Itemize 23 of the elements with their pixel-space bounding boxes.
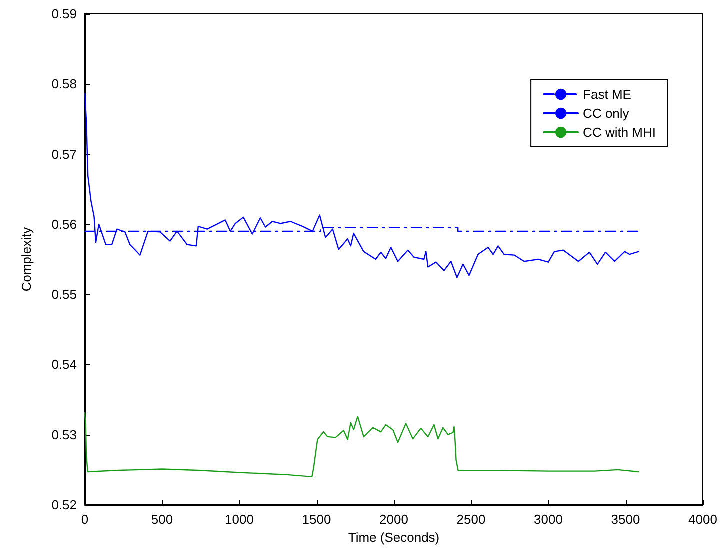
y-tick-label: 0.57 bbox=[52, 146, 77, 162]
x-tick-label: 1000 bbox=[225, 512, 254, 527]
x-tick-label: 2000 bbox=[380, 512, 408, 527]
y-tick-label: 0.58 bbox=[52, 76, 77, 92]
line-series bbox=[84, 412, 640, 478]
y-tick-label: 0.53 bbox=[52, 427, 77, 442]
x-tick-label: 0 bbox=[81, 512, 89, 527]
legend-label: CC with MHI bbox=[583, 125, 656, 140]
y-tick-label: 0.56 bbox=[52, 216, 77, 232]
x-tick-label: 3000 bbox=[534, 512, 563, 527]
legend-label: CC only bbox=[583, 106, 630, 121]
x-tick-label: 1500 bbox=[302, 512, 332, 527]
legend-label: Fast ME bbox=[583, 87, 632, 102]
x-tick-label: 2500 bbox=[456, 512, 486, 527]
y-tick-label: 0.55 bbox=[52, 287, 77, 302]
y-tick-label: 0.54 bbox=[52, 357, 77, 372]
y-tick-label: 0.59 bbox=[52, 6, 77, 22]
x-tick-label: 4000 bbox=[688, 512, 718, 527]
x-tick-label: 500 bbox=[151, 512, 174, 527]
y-axis-title: Complexity bbox=[19, 226, 34, 292]
x-axis-title: Time (Seconds) bbox=[348, 530, 440, 545]
y-tick-label: 0.52 bbox=[52, 498, 77, 512]
x-tick-label: 3500 bbox=[611, 512, 640, 527]
